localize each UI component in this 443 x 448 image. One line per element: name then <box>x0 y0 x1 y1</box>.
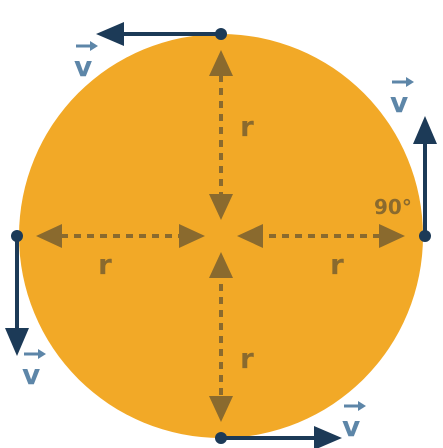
velocity-arrowhead-left <box>5 328 29 356</box>
vector-overbar-tip-left <box>38 349 46 359</box>
velocity-arrowhead-bottom <box>314 426 342 448</box>
radius-label-right: r <box>330 248 344 281</box>
arrowhead-bottom-outer <box>209 396 233 422</box>
velocity-label-bottom: v <box>342 401 366 443</box>
arrowhead-bottom-inner <box>209 252 233 278</box>
arrowhead-top-inner <box>209 194 233 220</box>
radius-label-top: r <box>240 110 254 143</box>
arrowhead-top-outer <box>209 50 233 76</box>
velocity-label-bottom-text: v <box>342 410 360 443</box>
velocity-arrowhead-right <box>413 116 437 144</box>
vector-overbar-tip-top <box>90 41 98 51</box>
centripetal-arrowheads <box>36 50 405 422</box>
velocity-label-top: v <box>74 41 98 83</box>
arrowhead-right-inner <box>237 224 263 248</box>
vector-overbar-tip-right <box>406 77 414 87</box>
velocity-label-right: v <box>390 77 414 119</box>
arrowhead-left-inner <box>179 224 205 248</box>
velocity-arrowhead-top <box>96 22 124 46</box>
rim-point-left <box>11 230 23 242</box>
rim-point-right <box>419 230 431 242</box>
radius-label-bottom: r <box>240 342 254 375</box>
velocity-label-top-text: v <box>74 50 92 83</box>
radius-label-left: r <box>98 248 112 281</box>
vector-overbar-tip-bottom <box>358 401 366 411</box>
rim-point-bottom <box>215 432 227 444</box>
rim-point-top <box>215 28 227 40</box>
right-angle-label: 90° <box>374 195 412 219</box>
velocity-label-left: v <box>22 349 46 391</box>
arrowhead-left-outer <box>36 224 62 248</box>
rotating-disc <box>19 34 423 438</box>
arrowhead-right-outer <box>379 224 405 248</box>
velocity-vectors <box>5 22 437 448</box>
velocity-label-right-text: v <box>390 86 408 119</box>
velocity-label-left-text: v <box>22 358 40 391</box>
